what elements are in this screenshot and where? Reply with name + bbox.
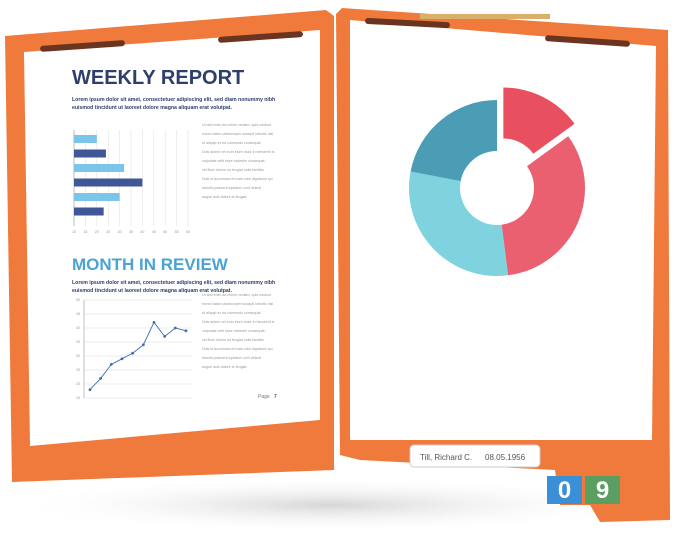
tab-digit: 9 <box>596 477 609 504</box>
body-line: augue duis dolore te feugait. <box>202 365 247 369</box>
x-tick-label: 35 <box>129 230 133 234</box>
bar <box>74 178 143 187</box>
y-tick-label: 40 <box>76 326 80 330</box>
body-line: ut aliquip ex ea commodo consequat. <box>202 141 262 145</box>
x-tick-label: 45 <box>152 230 156 234</box>
bar <box>74 149 106 158</box>
x-tick-label: 50 <box>163 230 167 234</box>
body-line: vel illum dolore eu feugiat nulla facili… <box>202 168 265 172</box>
point <box>109 363 113 366</box>
body-line: Duis et accumsan et iusto odio dignissim… <box>202 177 273 181</box>
body-line: exerci tation ullamcorper suscipit lobor… <box>202 132 273 136</box>
donut-segment <box>503 87 575 154</box>
body-line: vel illum dolore eu feugiat nulla facili… <box>202 338 265 342</box>
intro-line: euismod tincidunt ut laoreet dolore magn… <box>72 105 233 111</box>
body-line: Duis autem vel eum iriure dolor in hendr… <box>202 150 275 154</box>
point <box>88 388 92 391</box>
intro-line: Lorem ipsum dolor sit amet, consectetuer… <box>72 280 275 286</box>
tape <box>420 14 550 19</box>
fastener <box>218 31 303 43</box>
left-paper <box>24 30 320 446</box>
color-tab <box>585 476 620 504</box>
x-tick-label: 15 <box>83 230 87 234</box>
y-tick-label: 25 <box>76 368 80 372</box>
y-tick-label: 50 <box>76 298 80 302</box>
point <box>120 357 124 361</box>
y-tick-label: 35 <box>76 340 80 344</box>
y-tick-label: 20 <box>76 382 80 386</box>
body-line: Ut wisi enim ad minim veniam, quis nostr… <box>202 293 271 297</box>
point <box>141 343 145 347</box>
bar <box>74 164 125 172</box>
point <box>163 335 167 338</box>
x-tick-label: 20 <box>95 230 99 234</box>
point <box>173 326 177 330</box>
body-line: blandit praesent luptatum zzril delenit <box>202 186 261 190</box>
x-tick-label: 40 <box>140 230 144 234</box>
body-line: Ut wisi enim ad minim veniam, quis nostr… <box>202 123 271 127</box>
body-line: Duis autem vel eum iriure dolor in hendr… <box>202 320 275 324</box>
fastener <box>545 35 630 47</box>
x-tick-label: 30 <box>118 230 122 234</box>
y-tick-label: 45 <box>76 312 80 316</box>
shadow <box>10 477 650 533</box>
body-line: vulputate velit esse molestie consequat, <box>202 159 266 163</box>
y-tick-label: 15 <box>76 396 80 400</box>
donut-segment <box>409 171 509 276</box>
x-tick-label: 55 <box>175 230 179 234</box>
intro-line: euismod tincidunt ut laoreet dolore magn… <box>72 288 233 294</box>
y-tick-label: 30 <box>76 354 80 358</box>
tab-digit: 0 <box>558 477 571 504</box>
point <box>99 377 103 380</box>
x-tick-label: 10 <box>72 230 76 234</box>
label-name: Till, Richard C. <box>420 453 472 462</box>
fastener <box>40 40 125 52</box>
page-number: 7 <box>274 394 277 400</box>
report-title: WEEKLY REPORT <box>72 67 244 89</box>
point <box>152 321 156 324</box>
line <box>89 321 187 390</box>
page-label: Page <box>258 394 270 400</box>
bar <box>74 193 120 201</box>
body-line: exerci tation ullamcorper suscipit lobor… <box>202 302 273 306</box>
bar <box>74 135 97 143</box>
intro-line: Lorem ipsum dolor sit amet, consectetuer… <box>72 97 275 103</box>
body-line: blandit praesent luptatum zzril delenit <box>202 356 261 360</box>
body-line: vulputate velit esse molestie consequat, <box>202 329 266 333</box>
fastener <box>365 17 450 29</box>
name-label <box>409 444 541 468</box>
donut-segment <box>501 136 585 276</box>
body-line: augue duis dolore te feugait. <box>202 195 247 199</box>
body-line: ut aliquip ex ea commodo consequat. <box>202 311 262 315</box>
x-tick-label: 25 <box>106 230 110 234</box>
review-title: MONTH IN REVIEW <box>72 255 229 274</box>
label-date: 08.05.1956 <box>485 453 526 462</box>
point <box>184 329 188 333</box>
x-tick-label: 60 <box>186 230 190 234</box>
bar <box>74 207 104 216</box>
body-line: Duis et accumsan et iusto odio dignissim… <box>202 347 273 351</box>
donut-segment <box>410 100 497 182</box>
point <box>131 351 135 355</box>
color-tab <box>547 476 582 504</box>
